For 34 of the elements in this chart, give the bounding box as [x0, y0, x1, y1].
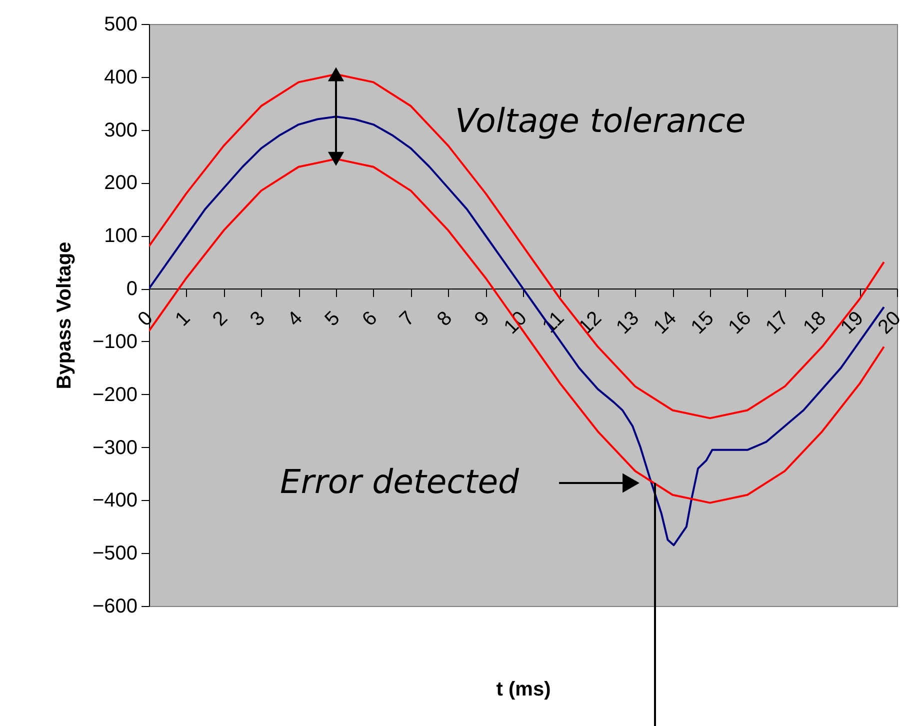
x-tick-label: 7 — [396, 307, 420, 331]
y-tick-label: 500 — [104, 14, 138, 36]
y-tick-label: 400 — [104, 66, 138, 88]
x-tick-label: 17 — [762, 307, 794, 339]
x-tick-label: 3 — [246, 307, 270, 331]
annotation: Error detected — [280, 462, 520, 501]
x-tick-label: 1 — [171, 307, 195, 331]
y-tick-label: −200 — [92, 384, 138, 406]
y-tick-label: −100 — [92, 330, 138, 353]
annotation: Voltage tolerance — [455, 101, 746, 140]
x-tick-label: 8 — [433, 307, 456, 331]
y-axis-title: Bypass Voltage — [53, 242, 76, 390]
x-tick-label: 14 — [650, 307, 681, 339]
y-tick-label: 300 — [104, 119, 138, 142]
y-tick-label: −500 — [92, 542, 138, 565]
x-tick-label: 19 — [836, 307, 868, 339]
x-tick-label: 18 — [799, 307, 830, 339]
x-tick-label: 15 — [686, 307, 718, 339]
x-axis-title: t (ms) — [496, 678, 551, 700]
x-tick-label: 12 — [574, 307, 606, 339]
x-tick-label: 9 — [470, 307, 494, 331]
x-tick-label: 6 — [358, 307, 382, 331]
y-tick-label: 200 — [104, 172, 138, 194]
x-tick-label: 5 — [320, 307, 344, 331]
y-tick-label: −600 — [92, 596, 138, 618]
x-tick-label: 2 — [208, 307, 232, 331]
x-tick-label: 4 — [283, 307, 307, 331]
y-tick-label: 100 — [104, 225, 138, 248]
y-tick-label: −300 — [92, 436, 138, 459]
x-tick-label: 20 — [874, 307, 903, 339]
y-tick-label: −400 — [92, 490, 138, 512]
x-tick-label: 13 — [612, 307, 644, 339]
y-tick-label: 0 — [126, 278, 138, 300]
x-tick-label: 16 — [724, 307, 756, 339]
